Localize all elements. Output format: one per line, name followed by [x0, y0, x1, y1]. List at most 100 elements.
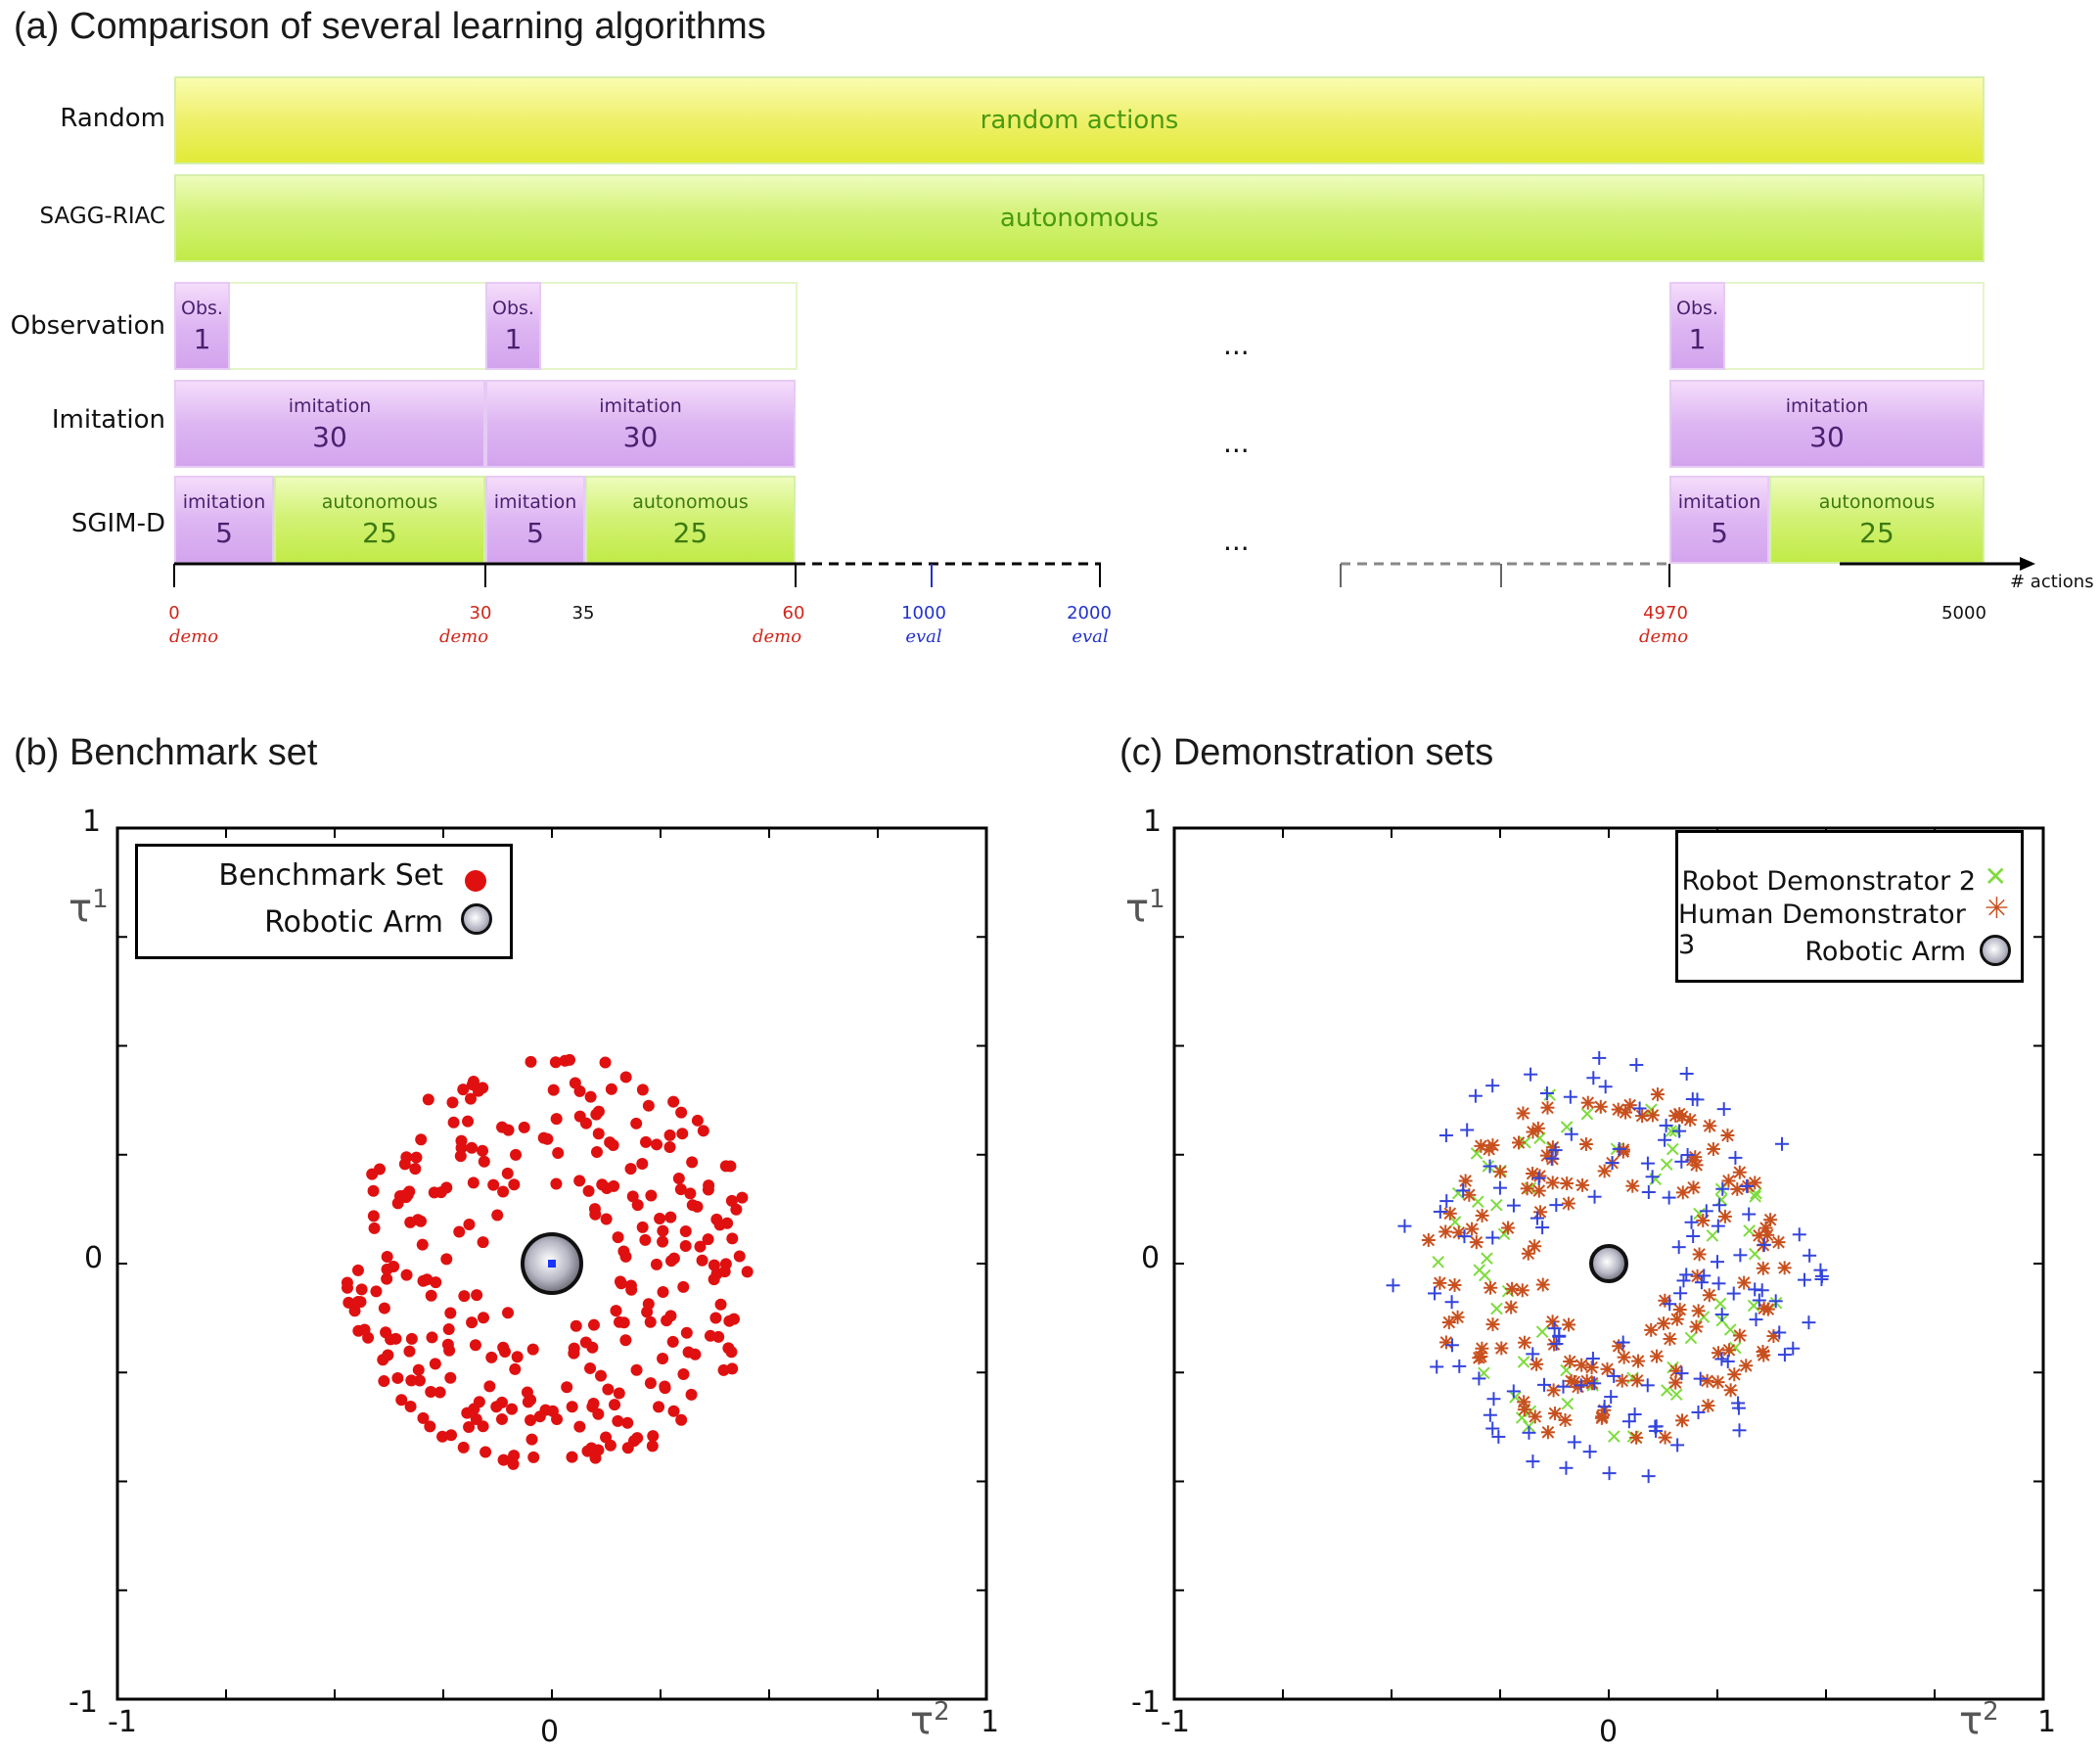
- demo-point: [1685, 1091, 1700, 1106]
- benchmark-point: [619, 1334, 632, 1347]
- benchmark-point: [509, 1362, 522, 1375]
- benchmark-point: [461, 1407, 474, 1419]
- demo-point: [1732, 1423, 1747, 1438]
- c-y-bottom: -1: [1131, 1685, 1161, 1720]
- observation-block-3: Obs. 1: [1669, 282, 1725, 370]
- robot-demo-point: [1448, 1216, 1462, 1228]
- benchmark-point: [559, 1054, 571, 1067]
- benchmark-point: [471, 1289, 483, 1302]
- human-demo-point: [1657, 1316, 1671, 1331]
- demo-point: [1548, 1143, 1563, 1158]
- benchmark-point: [436, 1430, 449, 1443]
- benchmark-point: [395, 1394, 408, 1407]
- benchmark-point: [362, 1331, 375, 1344]
- benchmark-point: [457, 1441, 470, 1453]
- demo-point: [1662, 1190, 1676, 1205]
- benchmark-point: [510, 1148, 523, 1161]
- benchmark-point: [679, 1224, 692, 1237]
- note-eval-1000: eval: [905, 626, 942, 647]
- benchmark-point: [561, 1381, 573, 1394]
- demo-point: [1607, 1368, 1621, 1383]
- benchmark-point: [657, 1235, 669, 1248]
- benchmark-point: [355, 1283, 368, 1296]
- benchmark-point: [691, 1114, 704, 1127]
- benchmark-point: [416, 1238, 429, 1251]
- benchmark-point: [667, 1095, 680, 1108]
- demo-point: [1506, 1384, 1521, 1399]
- human-demo-point: [1723, 1383, 1738, 1398]
- benchmark-point: [636, 1157, 649, 1170]
- panel-b-title: (b) Benchmark set: [14, 732, 318, 773]
- human-demo-point: [1563, 1355, 1577, 1369]
- imitation-value-3: 30: [1809, 421, 1845, 453]
- benchmark-point: [550, 1113, 563, 1126]
- c-x-label-tau: τ: [1959, 1698, 1984, 1744]
- benchmark-point: [619, 1071, 632, 1084]
- human-demo-point: [1650, 1087, 1665, 1102]
- demo-point: [1552, 1328, 1567, 1343]
- benchmark-point: [579, 1336, 592, 1349]
- benchmark-point: [477, 1144, 489, 1157]
- sgim-imitation-block-1: imitation 5: [174, 476, 274, 564]
- human-demo-point: [1560, 1176, 1575, 1191]
- benchmark-point: [367, 1184, 380, 1197]
- benchmark-point: [613, 1387, 625, 1400]
- benchmark-point: [366, 1168, 379, 1180]
- benchmark-point: [702, 1233, 714, 1246]
- human-demo-point: [1721, 1174, 1736, 1188]
- human-demo-point: [1629, 1430, 1644, 1445]
- human-demo-point: [1562, 1317, 1576, 1332]
- benchmark-point: [455, 1134, 468, 1147]
- timeline-arrowhead: [2020, 557, 2035, 571]
- human-demo-point: [1545, 1315, 1560, 1329]
- c-legend-robot2-marker: ✕: [1984, 860, 2007, 893]
- benchmark-point: [680, 1326, 693, 1339]
- human-demo-point: [1501, 1221, 1516, 1235]
- benchmark-point: [621, 1416, 634, 1429]
- human-demo-point: [1517, 1403, 1531, 1417]
- c-y-label: τ1: [1125, 885, 1165, 931]
- benchmark-point: [434, 1186, 447, 1199]
- c-x-mid: 0: [1599, 1715, 1619, 1749]
- c-y-label-sup: 1: [1149, 885, 1165, 914]
- benchmark-point: [694, 1240, 707, 1253]
- human-demo-point: [1511, 1135, 1526, 1150]
- demo-point: [1648, 1419, 1663, 1434]
- b-legend-benchmark-marker: [465, 870, 486, 892]
- demo-point: [1492, 1180, 1507, 1195]
- benchmark-point: [464, 1092, 477, 1105]
- benchmark-point: [508, 1178, 521, 1191]
- benchmark-point: [404, 1401, 417, 1413]
- human-demo-point: [1611, 1102, 1625, 1117]
- robot-demo-point: [1473, 1264, 1486, 1276]
- human-demo-point: [1593, 1099, 1608, 1114]
- benchmark-point: [590, 1146, 603, 1159]
- demo-point: [1686, 1228, 1701, 1243]
- human-demo-point: [1675, 1185, 1690, 1200]
- benchmark-point: [685, 1388, 698, 1401]
- demo-point: [1531, 1171, 1546, 1185]
- demo-point: [1755, 1283, 1769, 1298]
- benchmark-point: [568, 1342, 580, 1355]
- b-x-label-tau: τ: [910, 1698, 935, 1744]
- demo-point: [1711, 1219, 1725, 1233]
- human-demo-point: [1668, 1375, 1683, 1390]
- robot-demo-point: [1451, 1186, 1465, 1200]
- benchmark-point: [588, 1203, 601, 1216]
- benchmark-point: [444, 1307, 457, 1319]
- demo-point: [1786, 1341, 1801, 1356]
- benchmark-point: [654, 1212, 666, 1224]
- benchmark-point: [370, 1285, 383, 1298]
- benchmark-point: [674, 1183, 687, 1196]
- demo-point: [1720, 1354, 1735, 1368]
- benchmark-point: [454, 1150, 467, 1163]
- benchmark-point: [466, 1079, 479, 1091]
- benchmark-point: [525, 1433, 538, 1446]
- human-demo-point: [1475, 1208, 1489, 1222]
- robot-demo-point: [1713, 1297, 1727, 1311]
- human-demo-point: [1732, 1328, 1747, 1343]
- benchmark-point: [644, 1315, 657, 1328]
- human-demo-point: [1505, 1281, 1520, 1296]
- demo-point: [1640, 1378, 1655, 1393]
- human-demo-point: [1494, 1341, 1509, 1356]
